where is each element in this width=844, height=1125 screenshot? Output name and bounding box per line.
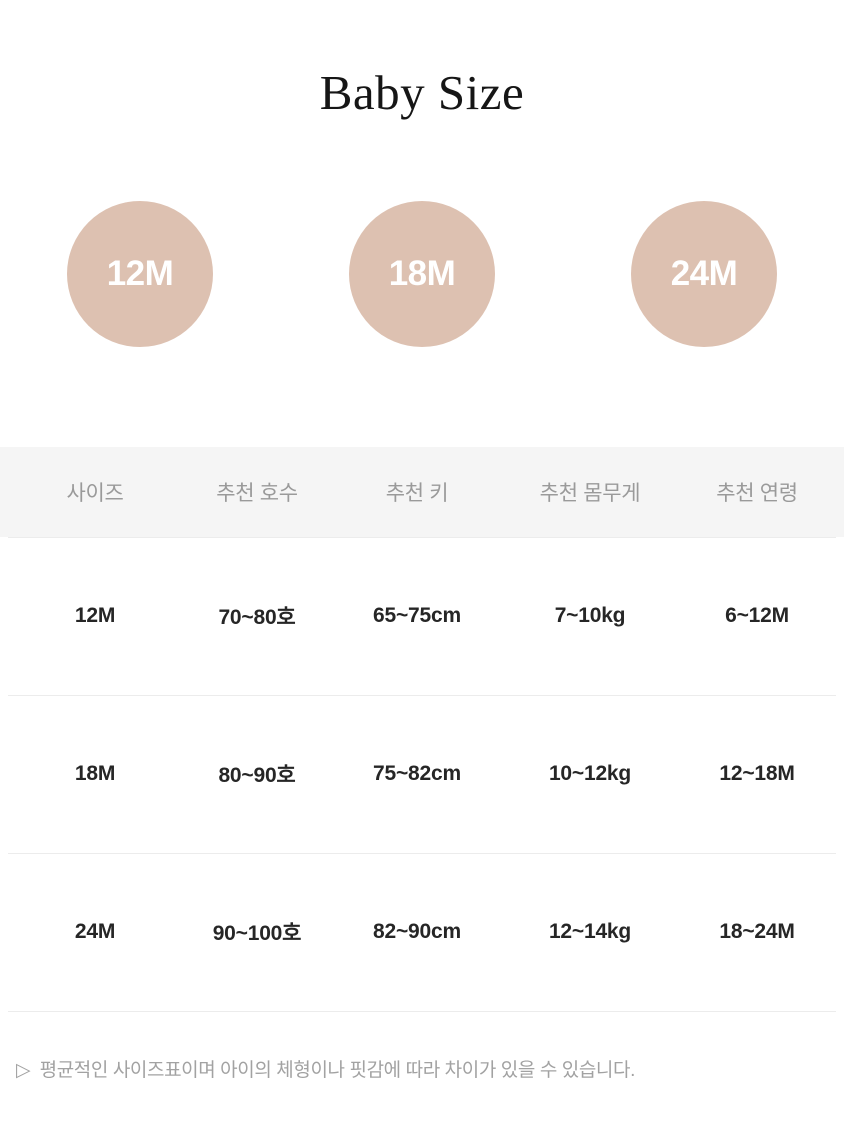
column-header-recommended-weight: 추천 몸무게	[539, 481, 641, 505]
cell-recommended-age: 6~12M	[725, 603, 789, 627]
cell-recommended-age: 12~18M	[719, 761, 795, 785]
cell-recommended-weight: 7~10kg	[554, 603, 626, 627]
cell-size: 12M	[74, 603, 116, 627]
size-badge-24m: 24M	[631, 200, 777, 347]
column-header-recommended-number: 추천 호수	[216, 481, 298, 505]
triangle-right-icon: ▷	[16, 1059, 31, 1081]
cell-size: 24M	[74, 919, 116, 943]
cell-recommended-weight: 10~12kg	[548, 761, 632, 785]
column-header-recommended-height: 추천 키	[385, 481, 449, 505]
size-badge-label: 18M	[388, 254, 456, 294]
size-table: 사이즈 추천 호수 추천 키 추천 몸무게 추천 연령 12M 70~80호 6…	[0, 446, 844, 1011]
page-title: Baby Size	[319, 65, 525, 120]
cell-recommended-number: 70~80호	[218, 605, 296, 629]
size-badge-12m: 12M	[67, 200, 213, 347]
size-badge-18m: 18M	[349, 200, 495, 347]
cell-recommended-age: 18~24M	[719, 919, 795, 943]
footer-note: ▷ 평균적인 사이즈표이며 아이의 체형이나 핏감에 따라 차이가 있을 수 있…	[0, 1010, 844, 1084]
cell-recommended-number: 90~100호	[212, 921, 302, 945]
size-badge-label: 12M	[106, 254, 174, 294]
cell-size: 18M	[74, 761, 116, 785]
footer-note-text: 평균적인 사이즈표이며 아이의 체형이나 핏감에 따라 차이가 있을 수 있습니…	[39, 1059, 636, 1081]
cell-recommended-height: 82~90cm	[373, 919, 461, 943]
cell-recommended-weight: 12~14kg	[548, 919, 632, 943]
cell-recommended-height: 75~82cm	[373, 761, 461, 785]
table-row: 24M 90~100호 82~90cm 12~14kg 18~24M	[0, 852, 844, 1011]
cell-recommended-height: 65~75cm	[373, 603, 461, 627]
size-badge-label: 24M	[670, 254, 738, 294]
column-header-size: 사이즈	[66, 481, 124, 505]
page-title-container: Baby Size	[0, 0, 844, 123]
column-header-recommended-age: 추천 연령	[716, 481, 798, 505]
cell-recommended-number: 80~90호	[218, 763, 296, 787]
table-row: 12M 70~80호 65~75cm 7~10kg 6~12M	[0, 536, 844, 695]
table-row: 18M 80~90호 75~82cm 10~12kg 12~18M	[0, 694, 844, 853]
table-header-row: 사이즈 추천 호수 추천 키 추천 몸무게 추천 연령	[0, 446, 844, 537]
size-badge-row: 12M 18M 24M	[0, 200, 844, 347]
